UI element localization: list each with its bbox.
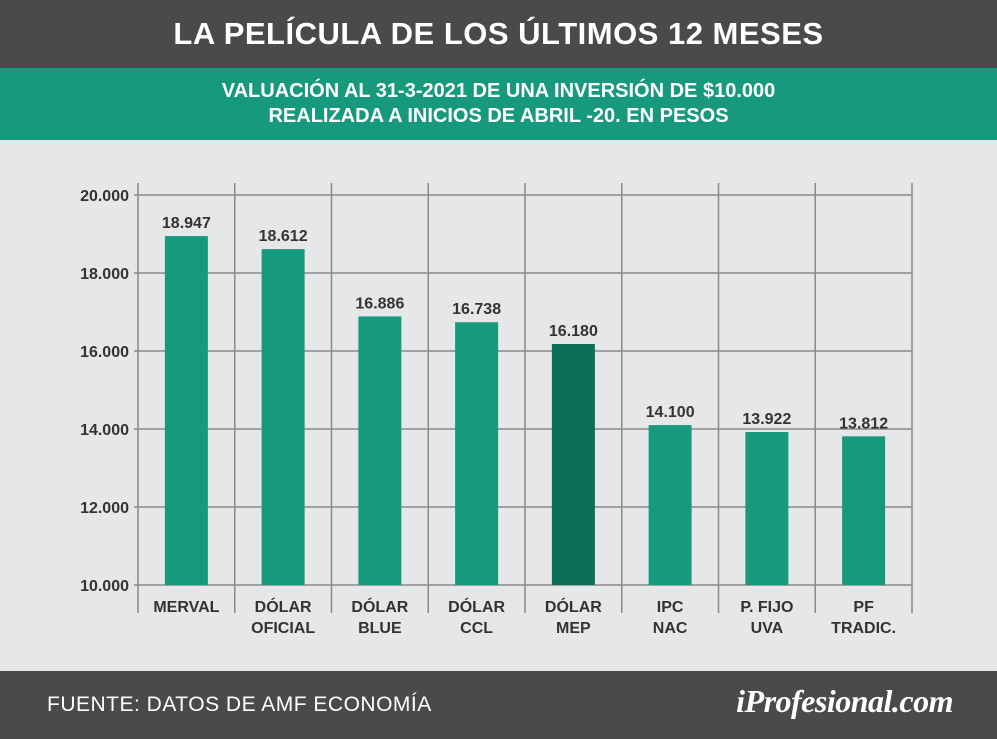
x-tick-label: DÓLAR — [545, 597, 602, 616]
bar-value-label: 16.180 — [549, 323, 598, 340]
bar — [261, 249, 305, 585]
bar — [551, 343, 595, 585]
bar-value-label: 13.812 — [839, 415, 888, 432]
bar-value-label: 16.738 — [452, 301, 501, 318]
bar-value-label: 16.886 — [355, 295, 404, 312]
x-tick-label: DÓLAR — [448, 597, 505, 616]
subtitle-line-2: REALIZADA A INICIOS DE ABRIL -20. EN PES… — [268, 105, 729, 127]
bar-value-label: 18.612 — [259, 228, 308, 245]
bar — [745, 432, 789, 585]
x-tick-label: CCL — [460, 620, 493, 637]
bar-value-label: 18.947 — [162, 215, 211, 232]
y-tick-label: 14.000 — [80, 422, 129, 439]
bar — [842, 436, 886, 585]
x-tick-label: MERVAL — [153, 599, 219, 616]
y-tick-label: 20.000 — [80, 188, 129, 205]
x-tick-label: P. FIJO — [740, 599, 793, 616]
bar-value-label: 13.922 — [742, 411, 791, 428]
chart-subtitle: VALUACIÓN AL 31-3-2021 DE UNA INVERSIÓN … — [0, 68, 997, 140]
y-tick-label: 18.000 — [80, 266, 129, 283]
chart-title: LA PELÍCULA DE LOS ÚLTIMOS 12 MESES — [0, 0, 997, 68]
source-note: FUENTE: DATOS DE AMF ECONOMÍA — [47, 693, 432, 716]
y-tick-label: 10.000 — [80, 578, 129, 595]
x-tick-label: OFICIAL — [251, 620, 315, 637]
x-tick-label: DÓLAR — [255, 597, 312, 616]
bar — [455, 322, 499, 585]
x-tick-label: MEP — [556, 620, 591, 637]
y-tick-label: 16.000 — [80, 344, 129, 361]
subtitle-line-1: VALUACIÓN AL 31-3-2021 DE UNA INVERSIÓN … — [221, 80, 776, 102]
chart-area: 10.000 12.000 14.000 16.000 18.000 20.000 18.9… — [0, 140, 997, 671]
y-tick-label: 12.000 — [80, 500, 129, 517]
brand-logo: iProfesional.com — [736, 683, 953, 719]
bar — [648, 425, 692, 585]
x-tick-label: TRADIC. — [831, 620, 896, 637]
bar-value-label: 14.100 — [646, 404, 695, 421]
bar — [358, 316, 402, 585]
x-tick-label: IPC — [657, 599, 684, 616]
x-tick-label: UVA — [751, 620, 784, 637]
x-tick-label: PF — [853, 599, 874, 616]
bar-chart: 10.000 12.000 14.000 16.000 18.000 20.000 18.9… — [80, 183, 913, 637]
x-tick-label: BLUE — [358, 620, 402, 637]
x-tick-label: NAC — [653, 620, 688, 637]
bar — [164, 236, 208, 585]
footer: FUENTE: DATOS DE AMF ECONOMÍA iProfesion… — [0, 671, 997, 739]
x-tick-label: DÓLAR — [351, 597, 408, 616]
